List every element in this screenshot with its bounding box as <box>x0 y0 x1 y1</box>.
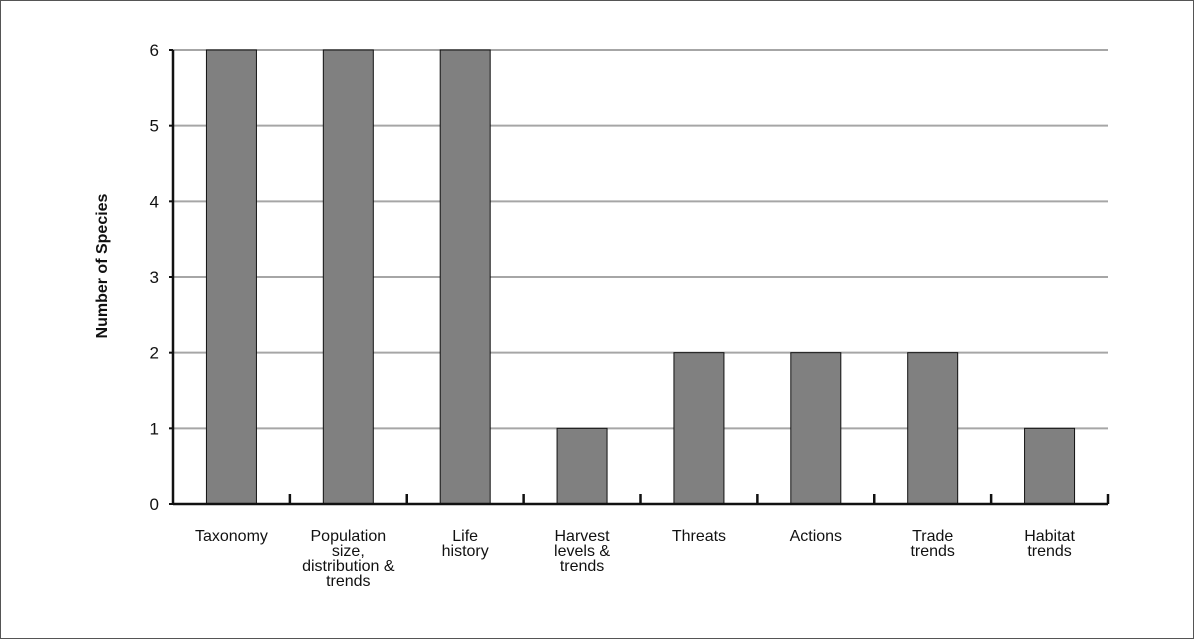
x-category-label: Harvest levels & trends <box>554 528 610 575</box>
x-category-label: Trade trends <box>910 528 954 560</box>
y-tick-label: 4 <box>150 192 159 211</box>
y-tick-label: 0 <box>150 495 159 514</box>
bar <box>1024 427 1076 505</box>
x-category-label-line: trends <box>326 573 370 590</box>
x-category-label-line: distribution & <box>302 558 395 575</box>
gridlines <box>173 49 1108 430</box>
x-category-label: Threats <box>672 528 726 545</box>
x-category-label-line: Harvest <box>555 528 611 545</box>
bar <box>205 49 257 505</box>
x-category-label-line: trends <box>910 543 954 560</box>
x-category-label-line: Population <box>311 528 387 545</box>
y-tick-label: 5 <box>150 117 159 136</box>
bar <box>439 49 491 505</box>
x-category-label-line: levels & <box>554 543 610 560</box>
y-tick-label: 3 <box>150 268 159 287</box>
x-category-label: Population size, distribution & trends <box>302 528 395 590</box>
bar <box>322 49 374 505</box>
bar <box>790 352 842 505</box>
x-category-label: Life history <box>442 528 489 560</box>
x-category-label-line: Life <box>452 528 478 545</box>
y-tick-labels: 0 1 2 3 4 5 6 <box>150 41 159 514</box>
x-category-label-line: size, <box>332 543 365 560</box>
y-axis-title: Number of Species <box>94 193 111 338</box>
bar <box>556 427 608 505</box>
x-category-label: Taxonomy <box>195 528 268 545</box>
x-category-label-line: Actions <box>790 528 842 545</box>
x-category-label: Habitat trends <box>1024 528 1075 560</box>
x-category-label: Actions <box>790 528 842 545</box>
x-category-label-line: trends <box>1027 543 1071 560</box>
bar <box>907 352 959 505</box>
x-category-label-line: Trade <box>912 528 953 545</box>
x-category-label-line: Threats <box>672 528 726 545</box>
x-category-label-line: Habitat <box>1024 528 1075 545</box>
y-tick-label: 6 <box>150 41 159 60</box>
x-category-label-line: trends <box>560 558 604 575</box>
bars <box>205 49 1076 505</box>
x-category-label-line: history <box>442 543 489 560</box>
axes <box>169 49 1110 506</box>
x-category-label-line: Taxonomy <box>195 528 268 545</box>
y-tick-label: 1 <box>150 419 159 438</box>
x-category-labels: Taxonomy Population size, distribution & tre… <box>195 528 1075 590</box>
bar <box>673 352 725 505</box>
y-tick-label: 2 <box>150 344 159 363</box>
